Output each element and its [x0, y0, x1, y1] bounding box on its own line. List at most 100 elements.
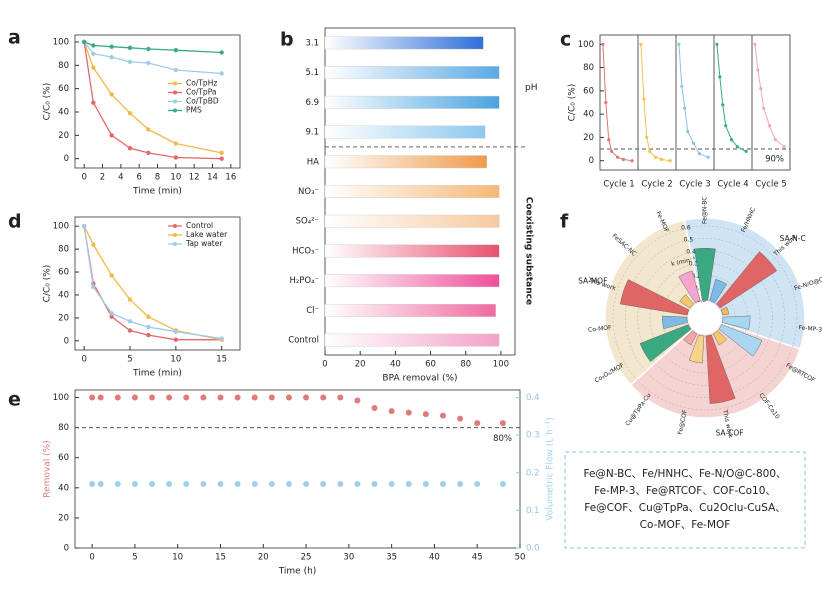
x-tick-label: 8	[155, 173, 160, 183]
point	[601, 42, 605, 46]
point	[91, 100, 96, 105]
bar	[720, 306, 730, 316]
x-tick-label: 10	[170, 355, 181, 365]
point	[405, 481, 412, 488]
point	[729, 138, 734, 142]
x-tick-label: 80	[460, 360, 471, 370]
panel-label: a	[8, 27, 21, 49]
y-tick-label: 0.2	[526, 468, 540, 478]
point	[127, 328, 133, 333]
point	[114, 481, 121, 488]
y-tick-label: 20	[583, 133, 594, 143]
point	[173, 47, 179, 53]
point	[146, 46, 151, 52]
point	[337, 394, 344, 401]
point	[753, 42, 757, 46]
bar	[324, 66, 500, 80]
y-tick-label: 60	[58, 268, 69, 278]
bar	[639, 324, 692, 362]
bar	[688, 334, 705, 364]
point	[127, 145, 133, 151]
point	[320, 481, 327, 488]
legend-label: Co/TpPa	[186, 88, 216, 97]
category-label: Fe@N-BC	[702, 197, 709, 224]
y-tick-label: 6.9	[305, 98, 319, 108]
y-tick-label: 80	[58, 61, 69, 71]
y-tick-label: 0.0	[526, 544, 540, 554]
point	[91, 242, 96, 247]
point	[217, 481, 224, 488]
x-axis-label: Time (min)	[132, 187, 182, 197]
point	[219, 71, 224, 76]
point	[251, 481, 258, 488]
point	[499, 481, 506, 488]
point	[219, 150, 224, 156]
bar	[722, 315, 751, 330]
point	[109, 54, 114, 60]
y-tick-label: H₂PO₄⁻	[289, 276, 319, 286]
point	[268, 394, 275, 401]
point	[303, 394, 310, 401]
y-tick-label: HA	[307, 157, 319, 167]
point	[756, 68, 760, 72]
panel-label: f	[560, 211, 569, 233]
point	[474, 481, 481, 488]
point	[648, 149, 652, 153]
point	[251, 394, 258, 401]
point	[89, 394, 96, 401]
point	[268, 481, 275, 488]
x-tick-label: 50	[515, 553, 526, 563]
x-tick-label: 4	[118, 173, 123, 183]
point	[668, 159, 672, 163]
x-tick-label: 35	[386, 553, 397, 563]
grid-ring	[625, 238, 785, 398]
point	[149, 394, 156, 401]
bar	[678, 270, 701, 304]
bar	[324, 125, 486, 139]
legend-marker	[173, 90, 177, 95]
point	[131, 481, 138, 488]
x-tick-label: Cycle 1	[603, 180, 634, 190]
r-tick-label: 0.3	[689, 261, 699, 268]
y-axis-label: C/C₀ (%)	[568, 84, 578, 122]
x-tick-label: Cycle 2	[641, 180, 672, 190]
point	[706, 155, 710, 159]
legend-label: Co/TpHz	[186, 79, 217, 88]
bar	[709, 278, 727, 304]
y-tick-label: 100	[53, 38, 69, 48]
point	[680, 84, 684, 88]
group-label: SA-MOF	[578, 277, 607, 286]
point	[234, 394, 241, 401]
point	[607, 138, 611, 142]
category-label: Fe-MP-3	[798, 324, 822, 333]
point	[388, 481, 395, 488]
legend-text: Co-MOF、Fe-MOF	[640, 519, 731, 531]
bar	[694, 247, 716, 301]
legend-marker	[173, 233, 177, 237]
point	[422, 481, 429, 488]
point	[457, 415, 464, 422]
point	[173, 67, 179, 73]
legend-marker	[173, 108, 177, 113]
x-tick-label: 0	[89, 553, 94, 563]
point	[457, 481, 464, 488]
x-tick-label: 45	[472, 553, 483, 563]
bar	[620, 279, 690, 316]
point	[405, 409, 412, 416]
point	[659, 157, 663, 162]
point	[744, 149, 748, 153]
point	[146, 324, 151, 330]
point	[173, 329, 179, 334]
point	[285, 481, 292, 488]
x-tick-label: Cycle 5	[755, 180, 786, 190]
bar	[324, 303, 496, 317]
series-line	[678, 44, 709, 158]
y-tick-label: 0	[64, 544, 69, 554]
r-tick-label: 0.6	[681, 225, 691, 232]
point	[422, 411, 429, 418]
x-tick-label: 40	[429, 553, 440, 563]
point	[127, 110, 133, 116]
legend-text: Fe@N-BC、Fe/HNHC、Fe-N/O@C-800、	[583, 468, 786, 480]
point	[166, 394, 173, 401]
annotation: 80%	[493, 434, 512, 444]
